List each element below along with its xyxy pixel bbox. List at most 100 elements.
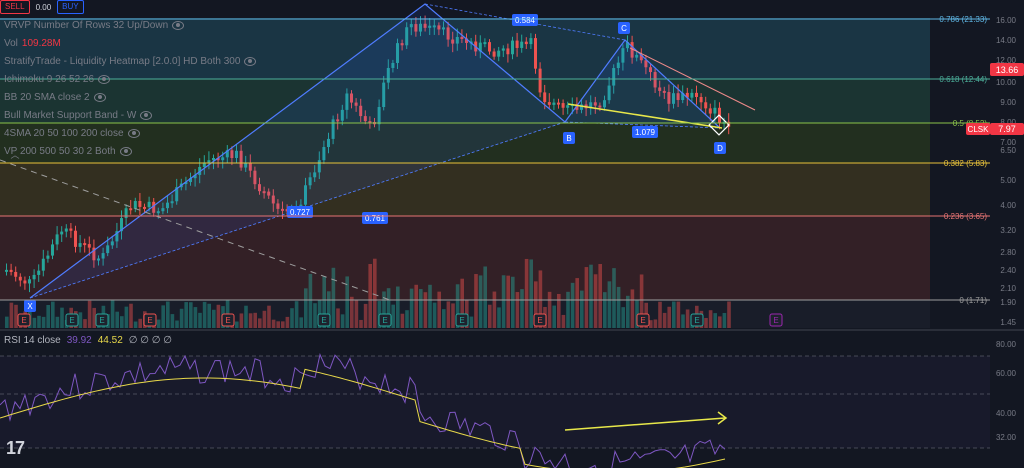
legend-item[interactable]: VP 200 500 50 30 2 Both <box>4 142 256 160</box>
volume-bar <box>138 318 142 328</box>
eye-icon[interactable] <box>140 110 153 120</box>
ratio-badge <box>287 206 313 218</box>
fib-label: 0.618 (12.44) <box>939 75 987 84</box>
candle-body <box>97 258 100 261</box>
rsi-tick-label: 60.00 <box>996 369 1017 378</box>
rsi-title[interactable]: RSI 14 close <box>4 335 61 346</box>
earnings-marker-icon <box>317 313 331 327</box>
candle-body <box>414 24 418 32</box>
legend-item[interactable]: BB 20 SMA close 2 <box>4 88 256 106</box>
volume-bar <box>276 321 280 328</box>
candle-body <box>193 174 197 179</box>
candle-body <box>92 247 96 261</box>
candle-body <box>543 92 547 103</box>
volume-bar <box>653 319 658 328</box>
candle-body <box>649 67 652 73</box>
volume-bar <box>451 303 455 328</box>
candle-body <box>64 228 68 232</box>
volume-bar <box>534 281 538 328</box>
candle-body <box>216 157 220 161</box>
legend-item[interactable]: Ichimoku 9 26 52 26 <box>4 70 256 88</box>
eye-icon[interactable] <box>119 146 132 156</box>
candle-body <box>483 42 487 45</box>
legend-label: 4SMA 20 50 100 200 close <box>4 127 124 139</box>
candle-body <box>428 25 432 28</box>
legend-item[interactable]: VRVP Number Of Rows 32 Up/Down <box>4 16 256 34</box>
volume-bar <box>32 317 37 328</box>
candle-body <box>5 269 8 272</box>
tradingview-logo[interactable]: 17 <box>6 438 25 458</box>
volume-bar <box>492 291 497 328</box>
candle-body <box>635 54 639 58</box>
legend-label: Bull Market Support Band - W <box>4 109 137 121</box>
candle-body <box>451 39 455 44</box>
earnings-marker-icon <box>769 313 783 327</box>
indicator-legend: VRVP Number Of Rows 32 Up/Down Vol 109.28… <box>4 16 257 160</box>
buy-button[interactable]: BUY <box>57 0 84 14</box>
volume-bar <box>87 300 92 328</box>
candle-body <box>60 231 64 235</box>
candle-body <box>110 241 114 246</box>
candle-body <box>327 138 330 148</box>
candle-body <box>699 96 703 103</box>
legend-item[interactable]: Vol 109.28M <box>4 34 256 52</box>
candle-body <box>350 93 353 103</box>
sell-button[interactable]: SELL <box>0 0 30 14</box>
candle-body <box>538 68 542 93</box>
eye-icon[interactable] <box>127 128 140 138</box>
pattern-point-label: C <box>621 24 627 33</box>
collapse-legend-chevron-icon[interactable]: ︿ <box>10 150 20 160</box>
volume-bar <box>672 301 676 328</box>
price-tick-label: 2.40 <box>1000 266 1016 275</box>
volume-bar <box>267 305 271 328</box>
fib-band <box>0 123 930 163</box>
candle-body <box>189 178 192 183</box>
volume-bar <box>727 301 731 328</box>
candle-body <box>557 102 560 105</box>
legend-label: Ichimoku 9 26 52 26 <box>4 73 95 85</box>
volume-bar <box>405 310 409 328</box>
volume-bar <box>446 301 451 328</box>
earnings-marker-label: E <box>321 316 326 325</box>
candle-body <box>506 48 510 55</box>
eye-icon[interactable] <box>98 74 111 84</box>
ticker-tag <box>966 123 990 135</box>
volume-bar <box>166 301 170 328</box>
volume-bar <box>110 300 115 328</box>
candle-body <box>340 109 344 121</box>
legend-item[interactable]: Bull Market Support Band - W <box>4 106 256 124</box>
eye-icon[interactable] <box>244 56 257 66</box>
ratio-badge <box>632 126 658 138</box>
pattern-point-x <box>24 300 36 312</box>
price-axis-bg <box>990 0 1024 330</box>
candle-body <box>281 208 284 211</box>
legend-item[interactable]: StratifyTrade - Liquidity Heatmap [2.0.0… <box>4 52 257 70</box>
volume-bar <box>207 303 211 328</box>
volume-bar <box>607 281 612 328</box>
volume-bar <box>676 301 681 328</box>
volume-bar <box>386 288 391 328</box>
pattern-triangle <box>565 40 720 128</box>
candle-body <box>248 162 252 171</box>
legend-item[interactable]: 4SMA 20 50 100 200 close <box>4 124 256 142</box>
candle-body <box>23 280 27 284</box>
candle-body <box>465 38 468 43</box>
earnings-marker-icon <box>221 313 235 327</box>
volume-bar <box>639 274 644 328</box>
candle-body <box>244 162 248 168</box>
volume-bar <box>253 312 257 328</box>
volume-bar <box>685 309 690 328</box>
volume-bar <box>179 308 184 328</box>
eye-icon[interactable] <box>93 92 106 102</box>
candle-body <box>32 274 36 280</box>
earnings-marker-icon <box>455 313 469 327</box>
volume-bar <box>359 319 363 328</box>
eye-icon[interactable] <box>172 20 185 30</box>
volume-bar <box>506 275 510 328</box>
volume-bar <box>409 288 414 328</box>
volume-bar <box>616 286 621 328</box>
volume-bar <box>46 304 50 328</box>
rsi-tick-label: 32.00 <box>996 433 1017 442</box>
